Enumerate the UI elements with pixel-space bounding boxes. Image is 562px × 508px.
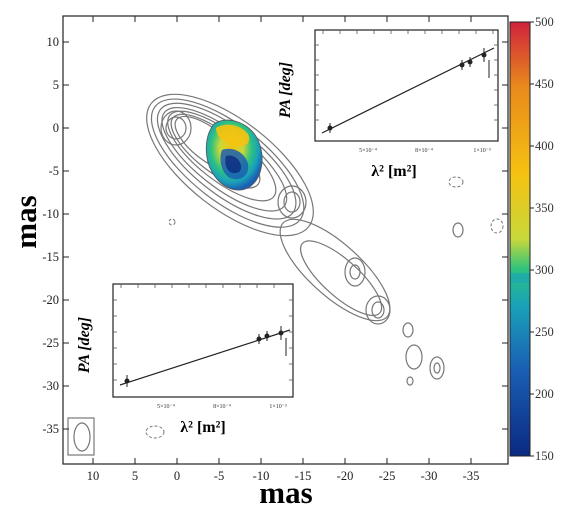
plot-frame xyxy=(62,15,509,465)
y-tick-label: -5 xyxy=(49,164,59,178)
y-tick-label: -25 xyxy=(42,336,59,350)
inset-bottom-xtick-2: 8×10⁻⁴ xyxy=(213,404,231,410)
x-tick-label: -35 xyxy=(463,469,480,483)
x-tick-label: -30 xyxy=(421,469,438,483)
inset-top-ylabel: PA [deg] xyxy=(277,62,294,119)
inset-top-xlabel: λ² [m²] xyxy=(371,163,416,180)
y-tick-label: -20 xyxy=(42,293,59,307)
x-tick-label: -25 xyxy=(379,469,396,483)
inset-top-xtick-3: 1×10⁻³ xyxy=(473,148,491,154)
x-tick-label: -20 xyxy=(337,469,354,483)
colorbar-tick-label: 300 xyxy=(535,263,554,277)
colorbar-tick-label: 400 xyxy=(535,139,554,153)
colorbar: 500 450 400 350 300 250 200 150 xyxy=(509,15,554,463)
inset-top-xtick-1: 5×10⁻⁴ xyxy=(359,148,377,154)
y-tick-label: -10 xyxy=(42,207,59,221)
y-tick-label: 0 xyxy=(53,121,59,135)
inset-bottom-ylabel: PA [deg] xyxy=(76,317,93,374)
x-tick-label: -5 xyxy=(214,469,224,483)
inset-bottom-xtick-1: 5×10⁻⁴ xyxy=(157,404,175,410)
y-tick-label: -35 xyxy=(42,422,59,436)
inset-top-fit-line xyxy=(321,47,495,134)
colorbar-tick-label: 500 xyxy=(535,15,554,29)
colorbar-tick-label: 150 xyxy=(535,449,554,463)
x-axis-title: mas xyxy=(259,475,312,508)
colorbar-mid-band xyxy=(510,273,530,283)
x-tick-label: 10 xyxy=(87,469,100,483)
x-tick-label: -15 xyxy=(295,469,312,483)
inset-bottom-fit-line xyxy=(119,329,291,386)
negative-contours xyxy=(145,176,504,439)
colorbar-gradient xyxy=(510,22,530,456)
colorbar-ticks: 500 450 400 350 300 250 200 150 xyxy=(530,15,554,463)
axis-ticks xyxy=(63,16,508,464)
inset-bottom-points xyxy=(124,326,287,387)
inset-top-points xyxy=(327,48,490,133)
colorbar-tick-label: 350 xyxy=(535,201,554,215)
rotation-measure-region xyxy=(205,119,263,191)
y-tick-label: -30 xyxy=(42,379,59,393)
y-tick-label: 5 xyxy=(53,78,59,92)
x-tick-label: 5 xyxy=(132,469,138,483)
x-tick-label: -10 xyxy=(253,469,270,483)
y-tick-label: 10 xyxy=(47,35,60,49)
axis-tick-labels: 10 5 0 -5 -10 -15 -20 -25 -30 -35 10 5 0 -5 -10 -15 -20 -… xyxy=(42,35,479,483)
inset-bottom-xlabel: λ² [m²] xyxy=(180,419,225,436)
colorbar-tick-label: 450 xyxy=(535,77,554,91)
inset-bottom-xtick-3: 1×10⁻³ xyxy=(269,404,287,410)
inset-bottom: PA [deg] λ² [m²] 5×10⁻⁴ 8×10⁻⁴ 1×10⁻³ xyxy=(76,283,294,436)
colorbar-tick-label: 250 xyxy=(535,325,554,339)
inset-top-xtick-2: 8×10⁻⁴ xyxy=(415,148,433,154)
x-tick-label: 0 xyxy=(174,469,180,483)
colorbar-tick-label: 200 xyxy=(535,387,554,401)
y-tick-label: -15 xyxy=(42,250,59,264)
y-axis-title: mas xyxy=(8,195,43,248)
inset-top: PA [deg] λ² [m²] 5×10⁻⁴ 8×10⁻⁴ 1×10⁻³ xyxy=(277,29,499,180)
